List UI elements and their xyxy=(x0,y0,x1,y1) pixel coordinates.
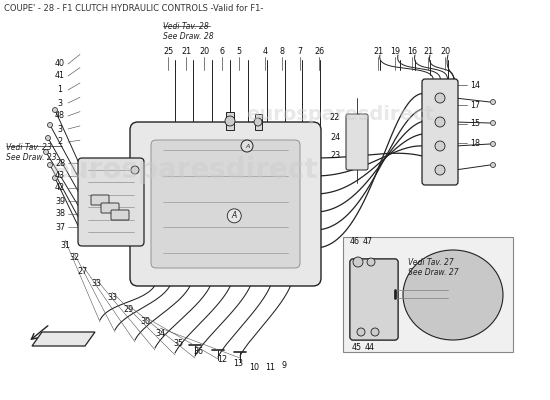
Text: 9: 9 xyxy=(282,362,287,370)
Circle shape xyxy=(43,150,48,154)
Text: 35: 35 xyxy=(173,338,183,348)
Circle shape xyxy=(52,176,58,180)
Circle shape xyxy=(353,257,363,267)
Circle shape xyxy=(371,328,379,336)
Text: 13: 13 xyxy=(233,360,243,368)
Text: 40: 40 xyxy=(55,60,65,68)
Circle shape xyxy=(491,142,496,146)
FancyBboxPatch shape xyxy=(350,259,398,340)
Text: 4: 4 xyxy=(262,48,267,56)
Circle shape xyxy=(131,166,139,174)
Text: 16: 16 xyxy=(407,48,417,56)
Text: Vedi Tav. 27
See Draw. 27: Vedi Tav. 27 See Draw. 27 xyxy=(408,258,459,278)
Circle shape xyxy=(435,165,445,175)
Text: eurosparesdirect: eurosparesdirect xyxy=(51,156,319,184)
Text: eurosparesdirect: eurosparesdirect xyxy=(246,106,434,124)
Text: 39: 39 xyxy=(55,196,65,206)
Circle shape xyxy=(435,117,445,127)
Text: 24: 24 xyxy=(330,132,340,142)
Text: 5: 5 xyxy=(236,48,241,56)
Text: 21: 21 xyxy=(181,48,191,56)
Circle shape xyxy=(241,140,253,152)
Text: 8: 8 xyxy=(279,48,284,56)
Text: 15: 15 xyxy=(470,120,480,128)
Text: 20: 20 xyxy=(199,48,209,56)
Circle shape xyxy=(357,328,365,336)
Text: 3: 3 xyxy=(58,124,63,134)
Text: A: A xyxy=(232,211,237,220)
Text: 32: 32 xyxy=(69,254,79,262)
Text: 27: 27 xyxy=(78,266,88,276)
Text: 7: 7 xyxy=(298,48,302,56)
Circle shape xyxy=(227,209,241,223)
Text: 36: 36 xyxy=(193,346,203,356)
Text: 12: 12 xyxy=(217,356,227,364)
FancyBboxPatch shape xyxy=(350,259,398,340)
FancyBboxPatch shape xyxy=(91,195,109,205)
FancyBboxPatch shape xyxy=(101,203,119,213)
Text: 3: 3 xyxy=(58,98,63,108)
Circle shape xyxy=(367,258,375,266)
Text: 33: 33 xyxy=(107,292,117,302)
Text: 43: 43 xyxy=(55,172,65,180)
Ellipse shape xyxy=(403,250,503,340)
Circle shape xyxy=(491,162,496,168)
Text: 14: 14 xyxy=(470,80,480,90)
Bar xyxy=(226,112,234,130)
Text: 38: 38 xyxy=(55,210,65,218)
Text: 33: 33 xyxy=(91,280,101,288)
Text: A: A xyxy=(245,144,249,148)
Text: 30: 30 xyxy=(140,318,150,326)
Text: 44: 44 xyxy=(365,342,375,352)
Text: 23: 23 xyxy=(330,150,340,160)
Circle shape xyxy=(435,93,445,103)
FancyBboxPatch shape xyxy=(422,79,458,185)
Text: 10: 10 xyxy=(249,362,259,372)
Text: 48: 48 xyxy=(55,112,65,120)
Text: 2: 2 xyxy=(57,138,63,146)
Text: 47: 47 xyxy=(363,238,373,246)
Text: Vedi Tav. 28
See Draw. 28: Vedi Tav. 28 See Draw. 28 xyxy=(163,22,213,41)
Text: 41: 41 xyxy=(55,72,65,80)
Circle shape xyxy=(254,118,262,126)
Circle shape xyxy=(435,141,445,151)
Text: 18: 18 xyxy=(470,138,480,148)
Text: 31: 31 xyxy=(60,240,70,250)
Text: 42: 42 xyxy=(55,184,65,192)
Text: 11: 11 xyxy=(265,364,275,372)
FancyBboxPatch shape xyxy=(78,158,144,246)
Text: 28: 28 xyxy=(55,158,65,168)
Circle shape xyxy=(225,116,235,126)
Text: 21: 21 xyxy=(373,48,383,56)
Circle shape xyxy=(47,122,52,128)
Bar xyxy=(255,114,262,130)
Circle shape xyxy=(46,136,51,140)
Text: 21: 21 xyxy=(423,48,433,56)
Text: COUPE' - 28 - F1 CLUTCH HYDRAULIC CONTROLS -Valid for F1-: COUPE' - 28 - F1 CLUTCH HYDRAULIC CONTRO… xyxy=(4,4,263,13)
Circle shape xyxy=(491,120,496,126)
Text: Vedi Tav. 23
See Draw. 23: Vedi Tav. 23 See Draw. 23 xyxy=(6,143,57,162)
Circle shape xyxy=(47,162,52,168)
Text: 6: 6 xyxy=(219,48,224,56)
Text: 37: 37 xyxy=(55,222,65,232)
FancyBboxPatch shape xyxy=(346,114,368,170)
Polygon shape xyxy=(32,332,95,346)
Text: 22: 22 xyxy=(330,112,340,122)
Circle shape xyxy=(491,100,496,104)
Text: 25: 25 xyxy=(163,48,173,56)
Text: 26: 26 xyxy=(314,48,324,56)
Text: 20: 20 xyxy=(440,48,450,56)
Text: 29: 29 xyxy=(123,306,133,314)
FancyBboxPatch shape xyxy=(130,122,321,286)
Text: 1: 1 xyxy=(58,86,63,94)
Text: 17: 17 xyxy=(470,100,480,110)
FancyBboxPatch shape xyxy=(151,140,300,268)
Circle shape xyxy=(52,108,58,112)
Text: 19: 19 xyxy=(390,48,400,56)
Text: 34: 34 xyxy=(155,328,165,338)
Text: 46: 46 xyxy=(350,238,360,246)
Bar xyxy=(343,237,513,352)
Text: 45: 45 xyxy=(352,342,362,352)
FancyBboxPatch shape xyxy=(111,210,129,220)
